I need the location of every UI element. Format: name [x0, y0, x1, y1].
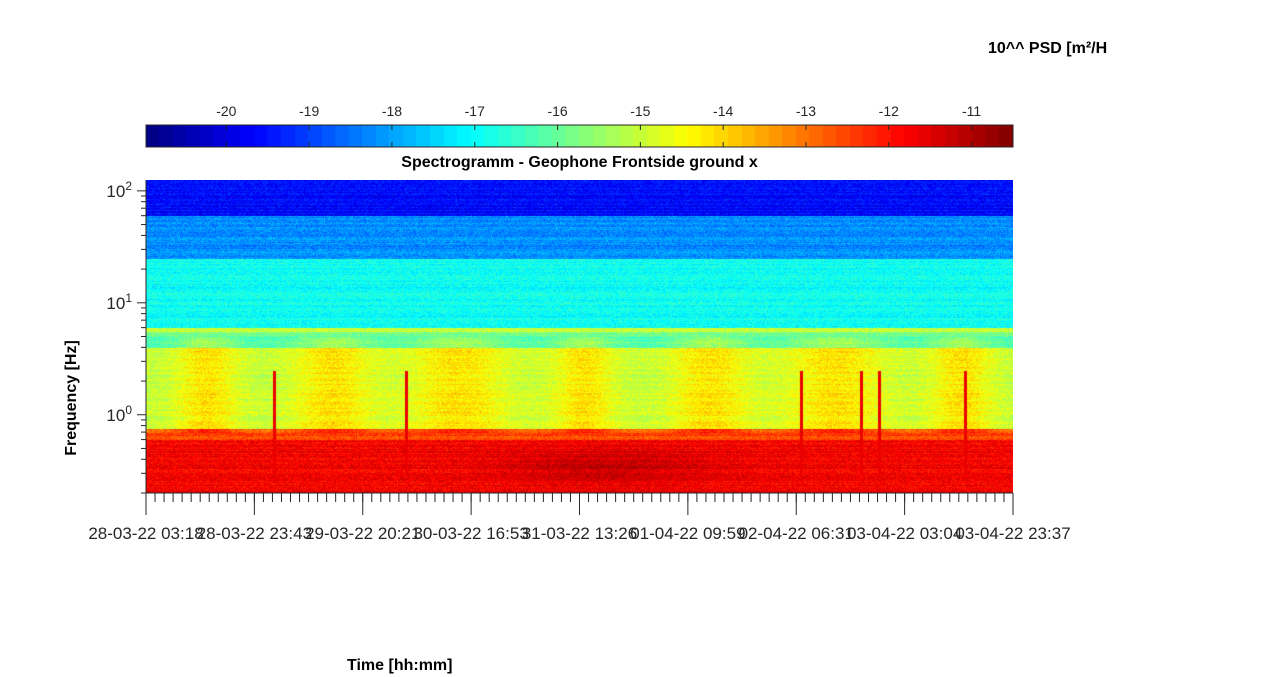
x-tick-label: 02-04-22 06:31 — [739, 524, 854, 543]
colorbar-title: 10^^ PSD [m²/H — [988, 40, 1108, 57]
chart-title: Spectrogramm - Geophone Frontside ground… — [401, 154, 758, 171]
x-tick-label: 29-03-22 20:21 — [305, 524, 420, 543]
x-tick-label: 31-03-22 13:26 — [522, 524, 637, 543]
colorbar-tick-label: -12 — [879, 103, 899, 119]
y-tick-label: 101 — [106, 291, 132, 313]
colorbar-tick-label: -15 — [630, 103, 650, 119]
colorbar-tick-label: -11 — [962, 103, 981, 119]
x-axis-label: Time [hh:mm] — [347, 657, 453, 674]
x-tick-label: 28-03-22 23:43 — [197, 524, 312, 543]
colorbar-tick-label: -13 — [796, 103, 816, 119]
colorbar-frame — [145, 124, 1014, 148]
x-tick-label: 03-04-22 23:37 — [955, 524, 1070, 543]
x-tick-label: 30-03-22 16:53 — [413, 524, 528, 543]
x-tick-label: 01-04-22 09:59 — [630, 524, 745, 543]
colorbar-tick-label: -16 — [547, 103, 567, 119]
colorbar-tick-label: -17 — [465, 103, 485, 119]
spectrogram-heatmap — [146, 180, 1013, 493]
colorbar — [146, 125, 1013, 147]
x-tick-label: 03-04-22 03:04 — [847, 524, 962, 543]
y-tick-label: 100 — [106, 403, 132, 425]
colorbar-tick-label: -18 — [382, 103, 402, 119]
colorbar-tick-label: -19 — [299, 103, 319, 119]
x-tick-label: 28-03-22 03:18 — [88, 524, 203, 543]
y-tick-label: 102 — [106, 179, 132, 201]
colorbar-tick-label: -14 — [713, 103, 733, 119]
colorbar-tick-label: -20 — [216, 103, 236, 119]
